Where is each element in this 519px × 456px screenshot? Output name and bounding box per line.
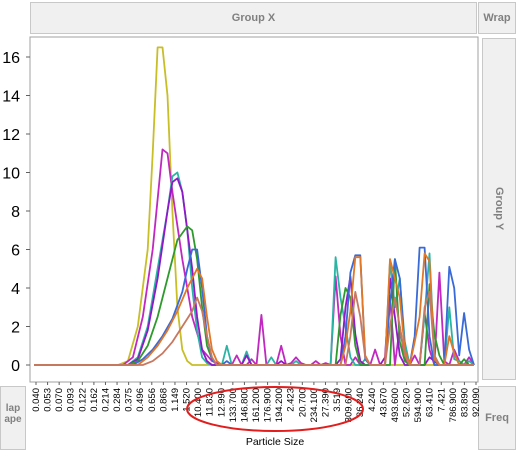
x-tick-label: 63.410 <box>425 388 436 417</box>
series-group <box>34 46 475 366</box>
wrap-label: Wrap <box>483 12 511 24</box>
y-axis: 0 2 4 6 8 10 12 14 16 <box>2 50 30 375</box>
group-x-header[interactable]: Group X <box>30 2 477 34</box>
x-tick-label: 10.400 <box>193 388 204 417</box>
x-tick-label: 1.520 <box>182 388 193 412</box>
x-tick-label: 0.093 <box>66 388 77 412</box>
x-tick-label: 594.900 <box>413 388 424 422</box>
x-tick-label: 493.600 <box>390 388 401 422</box>
x-tick-label: 0.070 <box>54 388 65 412</box>
x-tick-label: 234.100 <box>309 388 320 422</box>
x-tick-label: 0.496 <box>135 388 146 412</box>
x-tick-label: 146.800 <box>239 388 250 422</box>
x-tick-label: 92.090 <box>471 388 482 417</box>
y-tick-label: 8 <box>11 204 20 221</box>
x-tick-label: 1.149 <box>170 388 181 412</box>
y-tick-label: 2 <box>11 320 20 337</box>
x-tick-label: 309.600 <box>344 388 355 422</box>
freq-header[interactable]: Freq <box>478 386 516 450</box>
x-tick-label: 0.162 <box>89 388 100 412</box>
overlap-label: lap <box>5 403 21 414</box>
x-tick-label: 161.200 <box>251 388 262 422</box>
y-tick-label: 12 <box>2 127 20 144</box>
x-tick-label: 0.284 <box>112 388 123 412</box>
x-tick-label: 0.122 <box>77 388 88 412</box>
group-y-label: Group Y <box>493 187 505 231</box>
y-tick-label: 10 <box>2 166 20 183</box>
x-tick-label: 0.214 <box>100 388 111 412</box>
x-tick-label: 0.868 <box>158 388 169 412</box>
plot-frame <box>29 36 479 383</box>
y-tick-label: 16 <box>2 50 20 67</box>
overlap-shape-header[interactable]: lap ape <box>0 386 26 450</box>
x-axis-label: Particle Size <box>246 436 305 448</box>
x-tick-label: 0.040 <box>31 388 42 412</box>
wrap-header[interactable]: Wrap <box>478 2 516 34</box>
x-tick-label: 194.200 <box>274 388 285 422</box>
series-line-6[interactable] <box>34 246 475 366</box>
x-tick-label: 83.890 <box>459 388 470 417</box>
series-line-8[interactable] <box>34 290 474 366</box>
x-tick-label: 133.700 <box>228 388 239 422</box>
freq-label: Freq <box>485 412 509 424</box>
y-tick-label: 6 <box>11 243 20 260</box>
x-tick-label: 20.700 <box>297 388 308 417</box>
y-tick-label: 14 <box>2 89 20 106</box>
x-tick-label: 12.990 <box>216 388 227 417</box>
x-tick-label: 27.390 <box>320 388 331 417</box>
y-tick-label: 0 <box>11 358 20 375</box>
x-tick-label: 43.670 <box>378 388 389 417</box>
x-tick-label: 176.900 <box>263 388 274 422</box>
group-x-label: Group X <box>231 12 276 24</box>
shape-label: ape <box>4 414 22 425</box>
x-tick-label: 7.421 <box>436 388 447 412</box>
x-axis: 0.040 0.053 0.070 0.093 0.122 0.162 0.214 0.284… <box>31 382 482 422</box>
y-tick-label: 4 <box>11 281 20 298</box>
x-tick-label: 4.240 <box>367 388 378 412</box>
red-annotation-ellipse <box>186 386 364 432</box>
x-tick-label: 786.900 <box>448 388 459 422</box>
x-tick-label: 11.830 <box>205 388 216 416</box>
series-line-4[interactable] <box>34 177 474 366</box>
group-y-header[interactable]: Group Y <box>482 38 516 380</box>
series-line-1[interactable] <box>34 46 474 366</box>
x-tick-label: 0.053 <box>43 388 54 412</box>
x-tick-label: 52.620 <box>402 388 413 417</box>
x-tick-label: 0.656 <box>147 388 158 412</box>
x-tick-label: 0.375 <box>124 388 135 412</box>
x-tick-label: 3.519 <box>332 388 343 412</box>
x-tick-label: 2.423 <box>286 388 297 412</box>
